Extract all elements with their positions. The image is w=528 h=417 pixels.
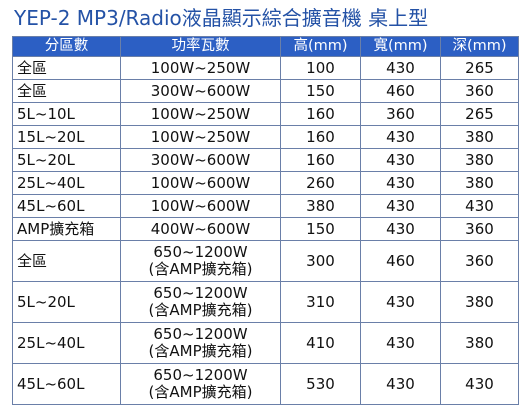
cell-height: 310: [280, 281, 361, 323]
cell-power: 400W~600W: [120, 217, 281, 241]
cell-width: 430: [360, 322, 441, 364]
cell-depth: 360: [440, 79, 519, 103]
table-row: 5L~20L 300W~600W 160 430 380: [12, 148, 519, 172]
cell-zone: 25L~40L: [12, 171, 121, 195]
table-row: 45L~60L 650~1200W (含AMP擴充箱) 530 430 430: [12, 363, 519, 405]
header-row: 分區數 功率瓦數 高(mm) 寬(mm) 深(mm): [12, 36, 519, 57]
power-line-2: (含AMP擴充箱): [148, 260, 253, 278]
cell-depth: 360: [440, 240, 519, 282]
power-line-1: 650~1200W: [153, 366, 248, 384]
cell-height: 150: [280, 217, 361, 241]
cell-height: 160: [280, 102, 361, 126]
cell-power: 100W~600W: [120, 171, 281, 195]
cell-height: 160: [280, 125, 361, 149]
cell-zone: 5L~10L: [12, 102, 121, 126]
table-row: 45L~60L 100W~600W 380 430 430: [12, 194, 519, 218]
cell-depth: 380: [440, 322, 519, 364]
cell-width: 430: [360, 125, 441, 149]
cell-height: 260: [280, 171, 361, 195]
header-zone: 分區數: [12, 36, 121, 57]
cell-power: 300W~600W: [120, 148, 281, 172]
table-row: AMP擴充箱 400W~600W 150 430 360: [12, 217, 519, 241]
cell-height: 160: [280, 148, 361, 172]
header-power: 功率瓦數: [120, 36, 281, 57]
power-line-2: (含AMP擴充箱): [148, 383, 253, 401]
cell-zone: 全區: [12, 56, 121, 80]
cell-depth: 265: [440, 102, 519, 126]
power-line-2: (含AMP擴充箱): [148, 301, 253, 319]
cell-zone: 5L~20L: [12, 281, 121, 323]
cell-width: 430: [360, 171, 441, 195]
table-row: 5L~20L 650~1200W (含AMP擴充箱) 310 430 380: [12, 281, 519, 323]
header-height: 高(mm): [280, 36, 361, 57]
cell-width: 460: [360, 240, 441, 282]
cell-width: 430: [360, 194, 441, 218]
header-width: 寬(mm): [360, 36, 441, 57]
cell-zone: 45L~60L: [12, 363, 121, 405]
cell-depth: 380: [440, 125, 519, 149]
cell-depth: 360: [440, 217, 519, 241]
cell-height: 410: [280, 322, 361, 364]
cell-width: 430: [360, 363, 441, 405]
header-depth: 深(mm): [440, 36, 519, 57]
power-line-2: (含AMP擴充箱): [148, 342, 253, 360]
cell-power: 650~1200W (含AMP擴充箱): [120, 363, 281, 405]
cell-zone: 15L~20L: [12, 125, 121, 149]
cell-depth: 380: [440, 281, 519, 323]
cell-width: 430: [360, 281, 441, 323]
cell-zone: 25L~40L: [12, 322, 121, 364]
cell-width: 460: [360, 79, 441, 103]
cell-width: 430: [360, 217, 441, 241]
table-row: 全區 100W~250W 100 430 265: [12, 56, 519, 80]
spec-table: 分區數 功率瓦數 高(mm) 寬(mm) 深(mm) 全區 100W~250W 10…: [12, 36, 519, 405]
cell-power: 100W~250W: [120, 102, 281, 126]
cell-depth: 430: [440, 363, 519, 405]
cell-power: 100W~600W: [120, 194, 281, 218]
cell-power: 100W~250W: [120, 125, 281, 149]
cell-depth: 380: [440, 148, 519, 172]
cell-zone: 全區: [12, 79, 121, 103]
cell-width: 430: [360, 56, 441, 80]
cell-power: 650~1200W (含AMP擴充箱): [120, 322, 281, 364]
cell-height: 530: [280, 363, 361, 405]
cell-depth: 380: [440, 171, 519, 195]
cell-zone: 全區: [12, 240, 121, 282]
cell-power: 100W~250W: [120, 56, 281, 80]
cell-height: 380: [280, 194, 361, 218]
cell-zone: 5L~20L: [12, 148, 121, 172]
table-body: 全區 100W~250W 100 430 265 全區 300W~600W 150 460 360…: [12, 56, 519, 405]
power-line-1: 650~1200W: [153, 325, 248, 343]
table-row: 25L~40L 100W~600W 260 430 380: [12, 171, 519, 195]
cell-depth: 265: [440, 56, 519, 80]
cell-height: 100: [280, 56, 361, 80]
cell-power: 650~1200W (含AMP擴充箱): [120, 281, 281, 323]
cell-height: 300: [280, 240, 361, 282]
table-row: 全區 650~1200W (含AMP擴充箱) 300 460 360: [12, 240, 519, 282]
cell-depth: 430: [440, 194, 519, 218]
power-line-1: 650~1200W: [153, 284, 248, 302]
cell-width: 430: [360, 148, 441, 172]
cell-power: 650~1200W (含AMP擴充箱): [120, 240, 281, 282]
cell-width: 360: [360, 102, 441, 126]
cell-height: 150: [280, 79, 361, 103]
table-row: 全區 300W~600W 150 460 360: [12, 79, 519, 103]
table-row: 15L~20L 100W~250W 160 430 380: [12, 125, 519, 149]
cell-power: 300W~600W: [120, 79, 281, 103]
page-title: YEP-2 MP3/Radio液晶顯示綜合擴音機 桌上型: [14, 6, 429, 30]
table-row: 5L~10L 100W~250W 160 360 265: [12, 102, 519, 126]
cell-zone: AMP擴充箱: [12, 217, 121, 241]
power-line-1: 650~1200W: [153, 243, 248, 261]
cell-zone: 45L~60L: [12, 194, 121, 218]
table-row: 25L~40L 650~1200W (含AMP擴充箱) 410 430 380: [12, 322, 519, 364]
